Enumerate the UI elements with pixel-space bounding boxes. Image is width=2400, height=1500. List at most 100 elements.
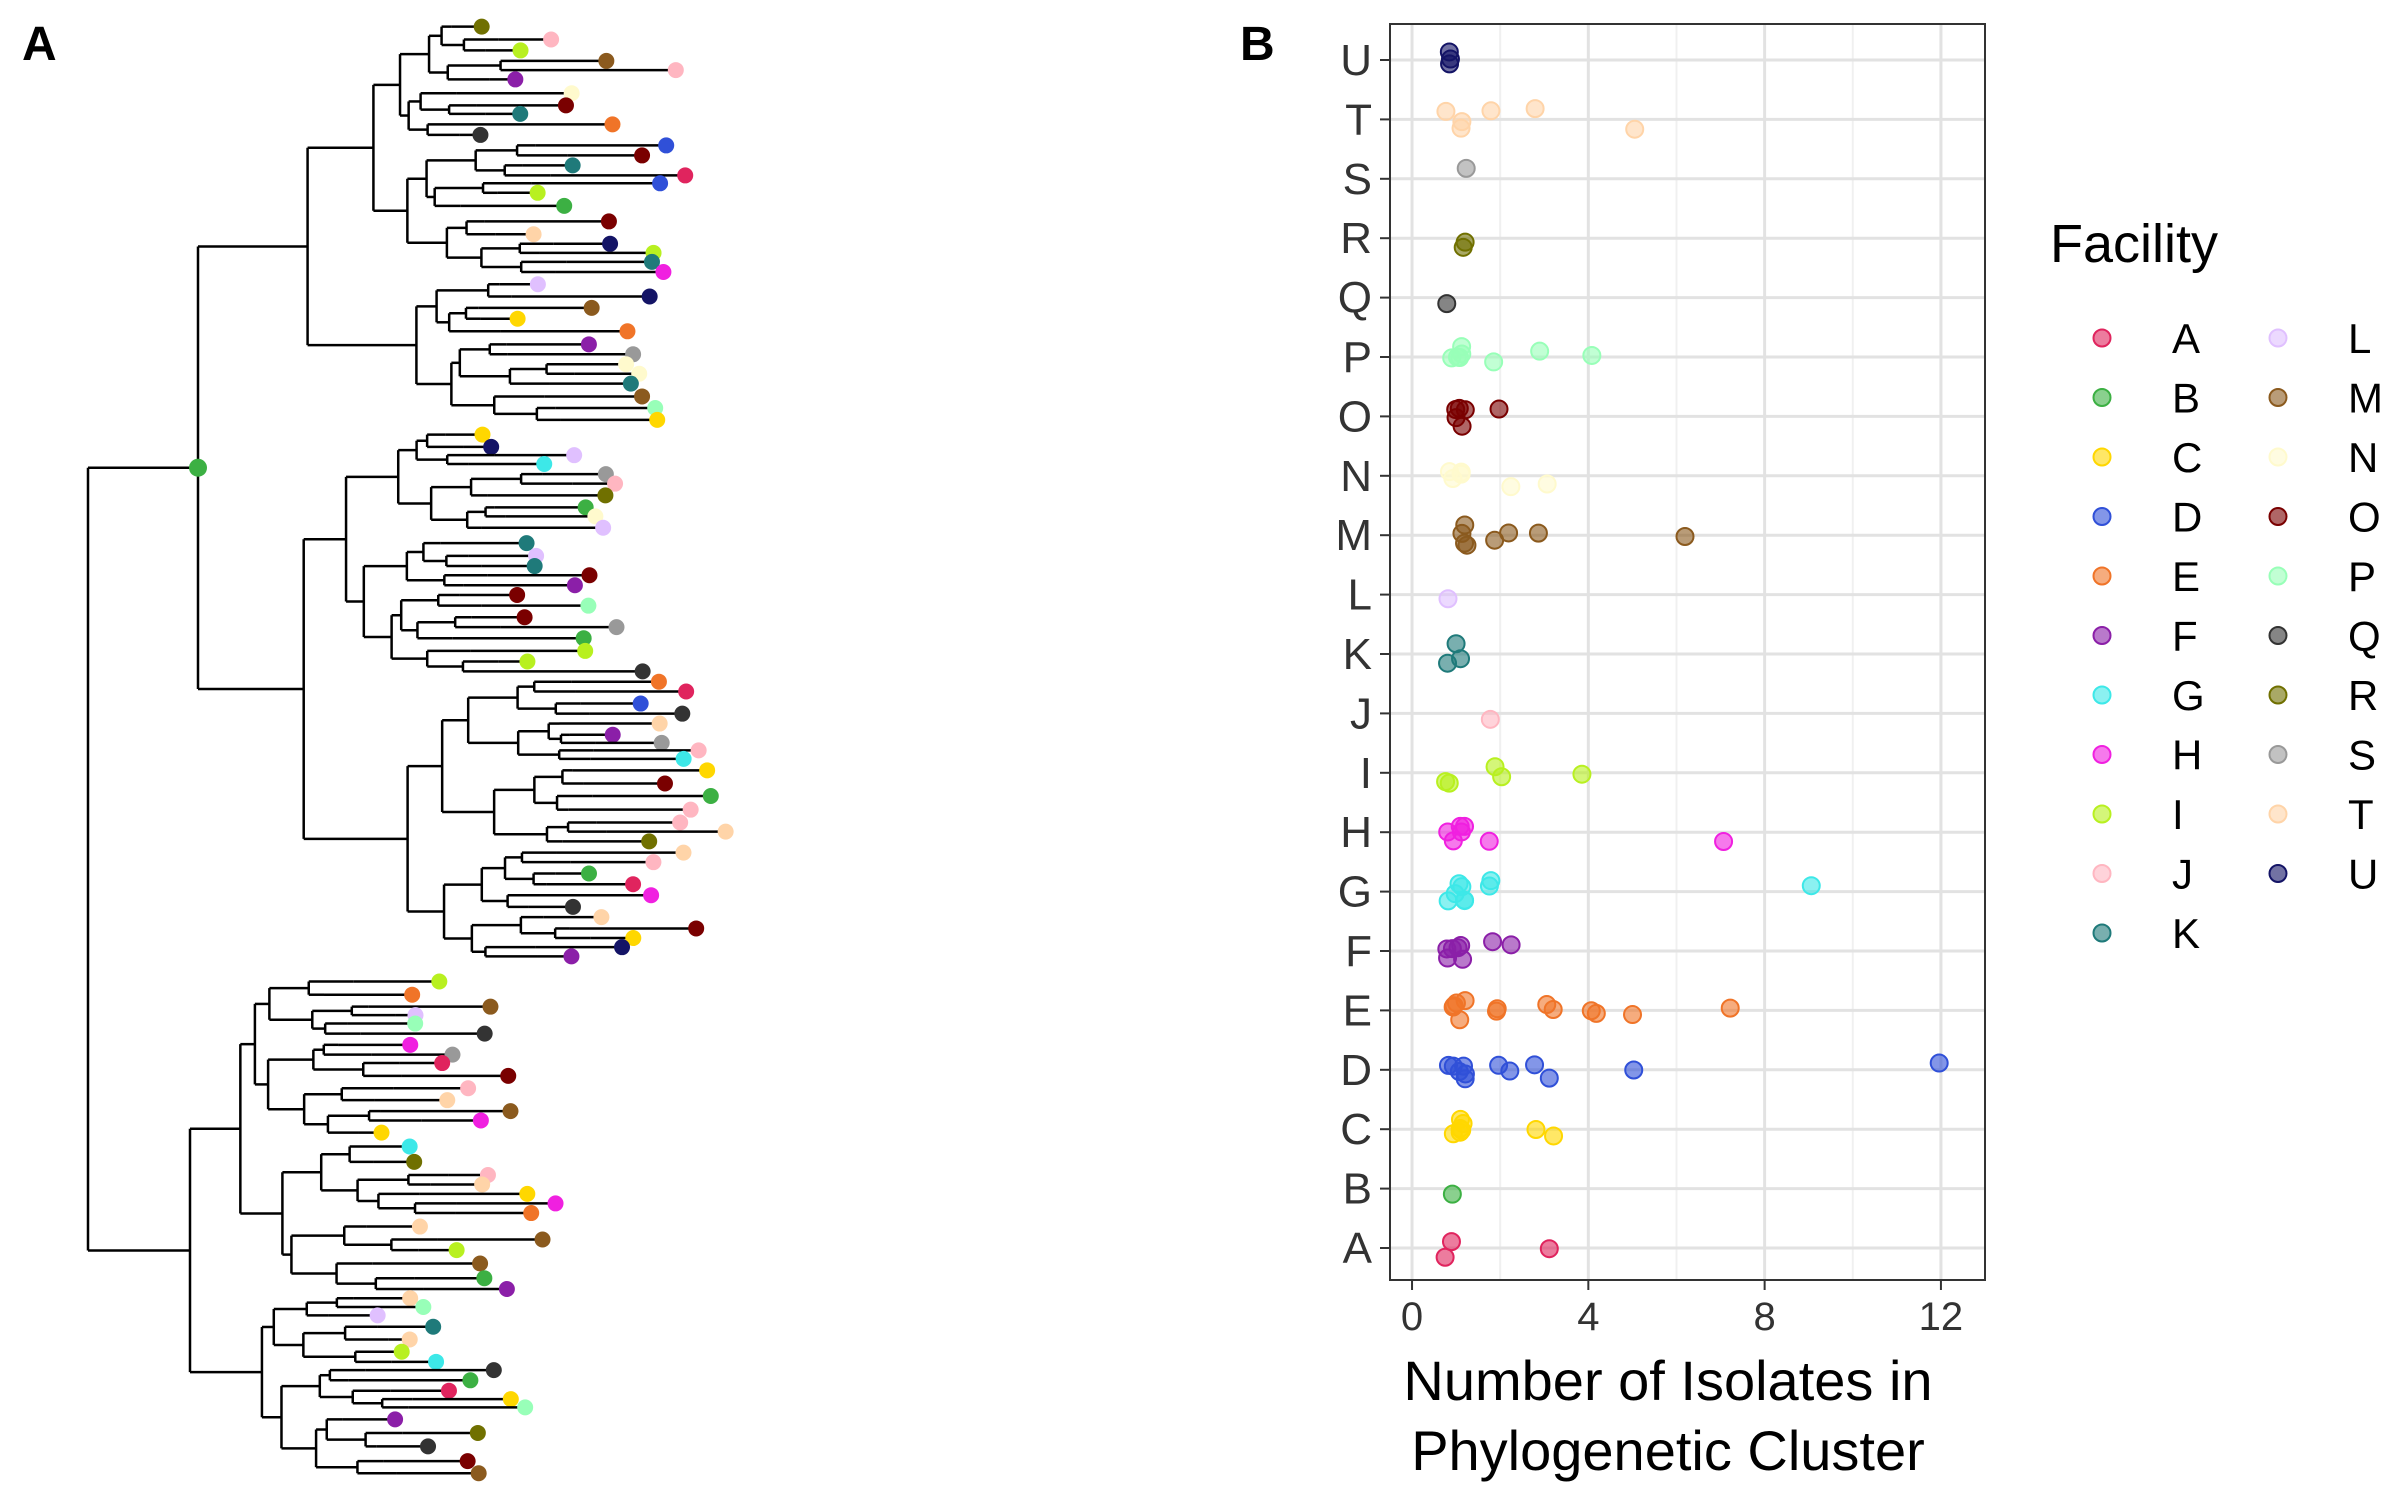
point-d bbox=[1500, 1061, 1520, 1081]
legend-key-r bbox=[2268, 685, 2288, 705]
legend-label-f: F bbox=[2172, 613, 2198, 660]
point-i bbox=[1572, 764, 1592, 784]
point-t bbox=[1481, 101, 1501, 121]
tree-tip bbox=[652, 175, 669, 192]
tree-tip bbox=[625, 930, 642, 947]
legend-label-o: O bbox=[2348, 494, 2381, 541]
tree-tip bbox=[580, 336, 597, 353]
y-tick-label: A bbox=[1343, 1224, 1373, 1273]
legend-label-n: N bbox=[2348, 434, 2378, 481]
legend-key-m bbox=[2268, 388, 2288, 407]
point-e bbox=[1543, 999, 1563, 1019]
x-tick-label: 8 bbox=[1754, 1295, 1776, 1339]
legend-key-d bbox=[2092, 507, 2112, 526]
tree-tip bbox=[425, 1318, 442, 1335]
point-u bbox=[1440, 49, 1460, 69]
tree-tip bbox=[483, 438, 500, 455]
tree-tip bbox=[434, 1055, 451, 1072]
y-tick-label: O bbox=[1338, 392, 1372, 441]
tree-tip bbox=[470, 1465, 487, 1482]
point-f bbox=[1437, 939, 1457, 959]
legend-label-l: L bbox=[2348, 315, 2371, 362]
plot-border bbox=[1389, 23, 1986, 1281]
point-t bbox=[1436, 101, 1456, 121]
tree-tip bbox=[675, 844, 692, 861]
tree-tip bbox=[622, 375, 639, 392]
tree-tip bbox=[641, 288, 658, 305]
legend-key-s bbox=[2268, 745, 2288, 764]
point-t bbox=[1451, 118, 1471, 138]
tree-tip bbox=[672, 814, 689, 831]
tree-tip bbox=[651, 715, 668, 732]
point-n bbox=[1537, 474, 1557, 494]
point-g bbox=[1801, 876, 1821, 896]
legend-label-u: U bbox=[2348, 851, 2378, 898]
tree-tip bbox=[460, 1080, 477, 1097]
y-tick-label: T bbox=[1345, 95, 1372, 144]
tree-tip bbox=[608, 619, 625, 636]
tree-tip bbox=[393, 1343, 410, 1360]
point-e bbox=[1623, 1005, 1643, 1025]
x-tick-label: 12 bbox=[1919, 1295, 1964, 1339]
y-tick-label: R bbox=[1340, 214, 1372, 263]
y-tick-label: I bbox=[1360, 749, 1372, 798]
tree-tip bbox=[536, 456, 553, 473]
tree-tip bbox=[575, 630, 592, 647]
tree-tip bbox=[440, 1382, 457, 1399]
tree-tip bbox=[602, 235, 619, 252]
legend-label-k: K bbox=[2172, 910, 2200, 957]
tree-tip bbox=[655, 264, 672, 281]
tree-tip bbox=[566, 447, 583, 464]
y-tick-label: H bbox=[1340, 808, 1372, 857]
point-h bbox=[1479, 831, 1499, 851]
tree-tip bbox=[618, 356, 635, 373]
tree-tip bbox=[566, 577, 583, 594]
tree-tip bbox=[702, 787, 719, 804]
tree-tip bbox=[604, 726, 621, 743]
x-axis-label-line2: Phylogenetic Cluster bbox=[1411, 1419, 1925, 1482]
point-o bbox=[1489, 399, 1509, 419]
tree-tip bbox=[587, 508, 604, 525]
point-e bbox=[1581, 1001, 1601, 1021]
point-h bbox=[1714, 831, 1734, 851]
point-m bbox=[1528, 523, 1548, 543]
x-tick-label: 0 bbox=[1401, 1295, 1423, 1339]
tree-tip bbox=[647, 399, 664, 416]
point-p bbox=[1442, 348, 1462, 368]
legend-title: Facility bbox=[2050, 214, 2218, 274]
tree-tip bbox=[415, 1299, 432, 1316]
tree-tip bbox=[519, 653, 536, 670]
tree-tip bbox=[482, 998, 499, 1015]
tree-tip bbox=[649, 411, 666, 428]
tree-tip bbox=[641, 833, 658, 850]
tree-tip bbox=[717, 823, 734, 840]
tree-tip bbox=[678, 683, 695, 700]
legend-key-h bbox=[2092, 745, 2112, 764]
tree-tip bbox=[512, 105, 529, 122]
tree-tip bbox=[563, 85, 580, 102]
tree-tip bbox=[656, 775, 673, 792]
point-k bbox=[1438, 653, 1458, 673]
tree-tip bbox=[634, 663, 651, 680]
point-t bbox=[1525, 99, 1545, 119]
tree-tip bbox=[675, 750, 692, 767]
tree-tip bbox=[598, 52, 615, 69]
legend-key-e bbox=[2092, 566, 2112, 586]
tree-tip bbox=[469, 1424, 486, 1441]
y-tick-label: N bbox=[1340, 452, 1372, 501]
point-e bbox=[1444, 996, 1464, 1016]
point-f bbox=[1483, 932, 1503, 952]
tree-tip bbox=[431, 973, 448, 990]
legend-label-t: T bbox=[2348, 791, 2374, 838]
point-a bbox=[1435, 1247, 1455, 1267]
legend-label-a: A bbox=[2172, 315, 2200, 362]
point-n bbox=[1501, 477, 1521, 497]
point-m bbox=[1499, 523, 1519, 543]
tree-tip bbox=[682, 801, 699, 818]
tree-tip bbox=[619, 323, 636, 340]
tree-tip bbox=[502, 1103, 519, 1120]
tree-tip bbox=[369, 1307, 386, 1324]
y-tick-label: E bbox=[1343, 986, 1372, 1035]
point-h bbox=[1438, 822, 1458, 842]
